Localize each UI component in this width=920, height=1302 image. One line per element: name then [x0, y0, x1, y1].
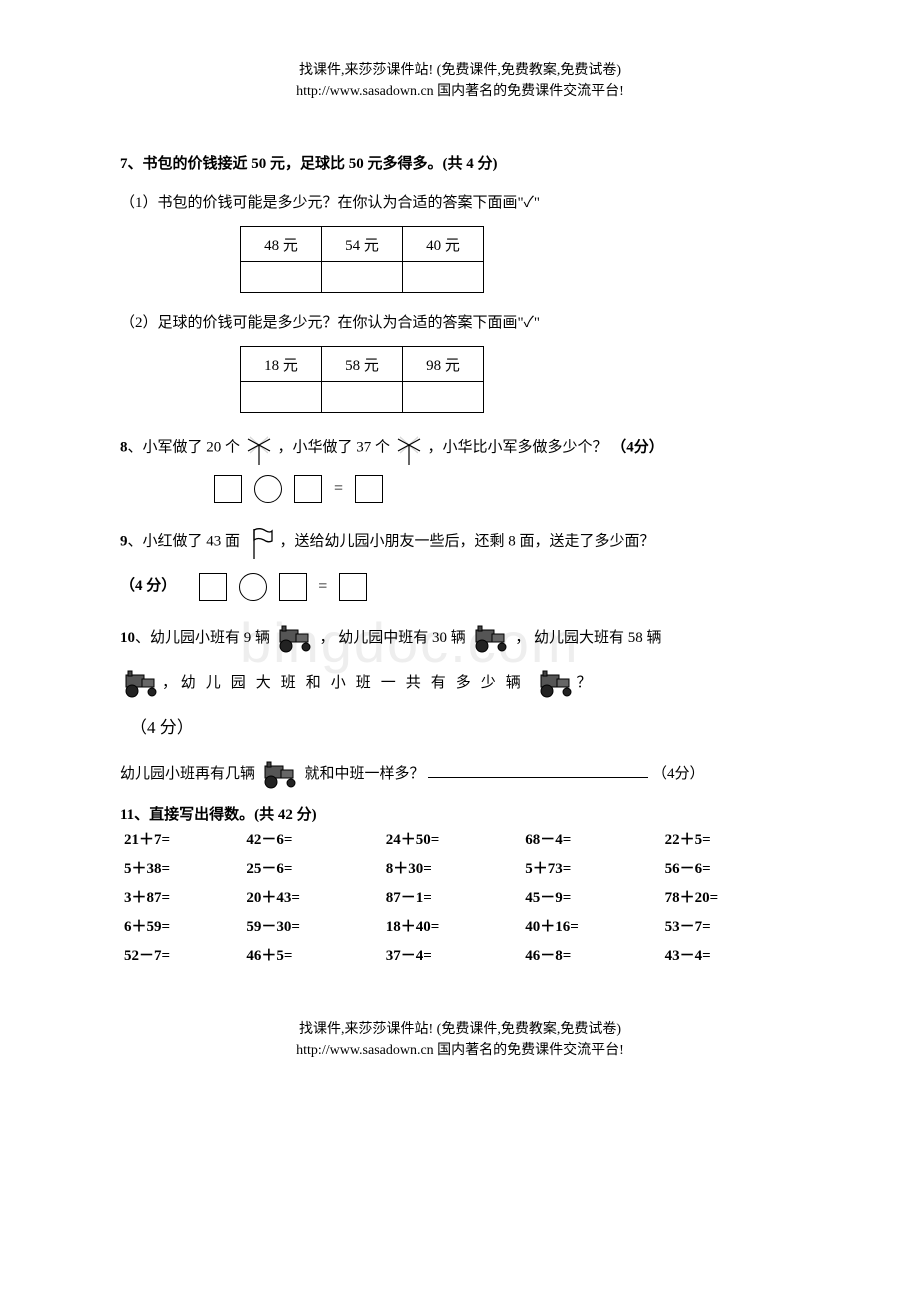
q7-ans1-2[interactable] — [403, 262, 484, 293]
equals-sign: = — [334, 480, 343, 498]
blank-box[interactable] — [294, 475, 322, 503]
q8-equation: = — [210, 475, 800, 503]
calc-cell: 25－6= — [242, 853, 381, 882]
calc-cell: 53－7= — [661, 911, 800, 940]
q9-t1: 、小红做了 43 面 — [128, 533, 241, 549]
q10-follow: 幼儿园小班再有几辆 就和中班一样多？ （4分） — [120, 758, 800, 791]
q7-ans2-0[interactable] — [241, 382, 322, 413]
calc-cell: 20＋43= — [242, 882, 381, 911]
pinwheel-icon — [244, 431, 274, 465]
footer-line2: http://www.sasadown.cn 国内著名的免费课件交流平台! — [120, 1040, 800, 1061]
calc-cell: 37－4= — [382, 940, 521, 969]
q10-l2b: 幼儿园大班和小班一共有多少辆 — [181, 675, 531, 691]
blank-circle[interactable] — [239, 573, 267, 601]
q10: 10、幼儿园小班有 9 辆 ， 幼儿园中班有 30 辆 ， 幼儿园大班有 58 … — [120, 622, 800, 655]
q9-line2: （4 分） = — [120, 569, 800, 604]
q10-l2a: ， — [162, 675, 177, 691]
q7-opt1-2: 40 元 — [403, 227, 484, 262]
calc-cell: 68－4= — [521, 824, 660, 853]
calc-cell: 18＋40= — [382, 911, 521, 940]
q8-score: （4分） — [611, 439, 664, 455]
q7-sub1: （1）书包的价钱可能是多少元？在你认为合适的答案下面画"✓" — [120, 191, 800, 212]
calc-cell: 45－9= — [521, 882, 660, 911]
calc-cell: 46＋5= — [242, 940, 381, 969]
tractor-icon — [470, 624, 512, 654]
q7-opt2-2: 98 元 — [403, 347, 484, 382]
calc-cell: 22＋5= — [661, 824, 800, 853]
calc-cell: 42－6= — [242, 824, 381, 853]
calc-cell: 21＋7= — [120, 824, 242, 853]
q7-ans2-2[interactable] — [403, 382, 484, 413]
q7-title: 7、书包的价钱接近 50 元，足球比 50 元多得多。(共 4 分) — [120, 152, 800, 173]
q9-score: （4 分） — [120, 578, 176, 594]
header-line2: http://www.sasadown.cn 国内著名的免费课件交流平台! — [120, 81, 800, 102]
q7-opt2-0: 18 元 — [241, 347, 322, 382]
q7-sub2: （2）足球的价钱可能是多少元？在你认为合适的答案下面画"✓" — [120, 311, 800, 332]
calc-cell: 43－4= — [661, 940, 800, 969]
blank-box[interactable] — [199, 573, 227, 601]
calc-cell: 40＋16= — [521, 911, 660, 940]
calc-cell: 6＋59= — [120, 911, 242, 940]
q10-t1: 、幼儿园小班有 9 辆 — [135, 630, 270, 646]
calc-cell: 46－8= — [521, 940, 660, 969]
q8: 8、小军做了 20 个 ，小华做了 37 个 ，小华比小军多做多少个？ （4分） — [120, 431, 800, 465]
q8-num: 8 — [120, 439, 128, 455]
calc-cell: 87－1= — [382, 882, 521, 911]
q7-ans1-0[interactable] — [241, 262, 322, 293]
q7-opt1-0: 48 元 — [241, 227, 322, 262]
calc-cell: 8＋30= — [382, 853, 521, 882]
q7-table1: 48 元 54 元 40 元 — [240, 226, 484, 293]
fill-blank[interactable] — [428, 777, 648, 778]
header-line1: 找课件,来莎莎课件站! (免费课件,免费教案,免费试卷) — [120, 60, 800, 81]
q11-title: 11、直接写出得数。(共 42 分) — [120, 803, 800, 824]
tractor-icon — [535, 669, 577, 699]
calc-cell: 3＋87= — [120, 882, 242, 911]
q10-score: （4 分） — [130, 713, 800, 738]
page-footer: 找课件,来莎莎课件站! (免费课件,免费教案,免费试卷) http://www.… — [120, 1019, 800, 1061]
q8-t2: ，小华做了 37 个 — [278, 439, 391, 455]
q8-t1: 、小军做了 20 个 — [128, 439, 241, 455]
q10-num: 10 — [120, 630, 135, 646]
blank-circle[interactable] — [254, 475, 282, 503]
q10-fscore: （4分） — [652, 766, 705, 782]
blank-box[interactable] — [279, 573, 307, 601]
blank-box[interactable] — [355, 475, 383, 503]
calc-cell: 56－6= — [661, 853, 800, 882]
q10-t3: ， 幼儿园大班有 58 辆 — [515, 630, 661, 646]
calc-cell: 5＋73= — [521, 853, 660, 882]
blank-box[interactable] — [339, 573, 367, 601]
q9-num: 9 — [120, 533, 128, 549]
q11-table: 21＋7= 42－6= 24＋50= 68－4= 22＋5= 5＋38= 25－… — [120, 824, 800, 969]
q7-opt1-1: 54 元 — [322, 227, 403, 262]
q7-table2: 18 元 58 元 98 元 — [240, 346, 484, 413]
q7-ans2-1[interactable] — [322, 382, 403, 413]
equals-sign: = — [318, 569, 327, 604]
pinwheel-icon — [394, 431, 424, 465]
footer-line1: 找课件,来莎莎课件站! (免费课件,免费教案,免费试卷) — [120, 1019, 800, 1040]
q10-t2: ， 幼儿园中班有 30 辆 — [320, 630, 466, 646]
blank-box[interactable] — [214, 475, 242, 503]
q9: 9、小红做了 43 面 ，送给幼儿园小朋友一些后，还剩 8 面，送走了多少面？ — [120, 525, 800, 559]
calc-cell: 5＋38= — [120, 853, 242, 882]
q7-opt2-1: 58 元 — [322, 347, 403, 382]
tractor-icon — [259, 760, 301, 790]
calc-cell: 78＋20= — [661, 882, 800, 911]
tractor-icon — [274, 624, 316, 654]
q8-t3: ，小华比小军多做多少个？ — [428, 439, 608, 455]
q10-l2c: ？ — [577, 675, 600, 691]
calc-cell: 24＋50= — [382, 824, 521, 853]
q10-f1: 幼儿园小班再有几辆 — [120, 766, 255, 782]
calc-cell: 52－7= — [120, 940, 242, 969]
page-header: 找课件,来莎莎课件站! (免费课件,免费教案,免费试卷) http://www.… — [120, 60, 800, 102]
q10-f2: 就和中班一样多？ — [305, 766, 425, 782]
flag-icon — [244, 525, 276, 559]
calc-cell: 59－30= — [242, 911, 381, 940]
q9-t2: ，送给幼儿园小朋友一些后，还剩 8 面，送走了多少面？ — [280, 533, 655, 549]
tractor-icon — [120, 669, 162, 699]
q7-ans1-1[interactable] — [322, 262, 403, 293]
q10-line2: ， 幼儿园大班和小班一共有多少辆 ？ — [120, 665, 800, 701]
